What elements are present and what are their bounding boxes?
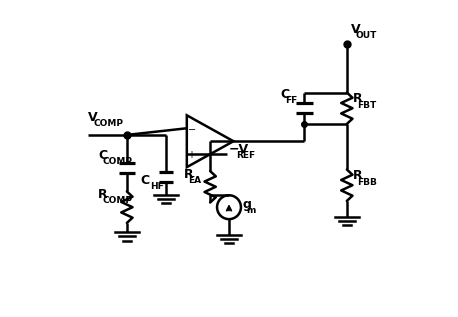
Text: g: g bbox=[243, 197, 251, 210]
Text: C: C bbox=[281, 87, 290, 100]
Text: COMP: COMP bbox=[103, 197, 132, 205]
Text: m: m bbox=[246, 206, 256, 215]
Text: R: R bbox=[184, 168, 193, 181]
Text: −V: −V bbox=[229, 143, 249, 156]
Text: R: R bbox=[353, 169, 363, 182]
Text: FBB: FBB bbox=[358, 178, 377, 187]
Text: COMP: COMP bbox=[103, 157, 132, 166]
Text: V: V bbox=[87, 111, 97, 124]
Text: R: R bbox=[98, 188, 108, 201]
Text: C: C bbox=[98, 149, 107, 162]
Text: HF: HF bbox=[150, 182, 164, 191]
Text: $+$: $+$ bbox=[187, 149, 196, 160]
Text: OUT: OUT bbox=[355, 31, 377, 41]
Text: C: C bbox=[141, 174, 150, 187]
Text: $-$: $-$ bbox=[187, 123, 196, 133]
Text: FF: FF bbox=[285, 96, 297, 105]
Text: V: V bbox=[351, 23, 360, 36]
Text: EA: EA bbox=[188, 176, 201, 185]
Text: REF: REF bbox=[236, 151, 255, 160]
Text: COMP: COMP bbox=[93, 120, 123, 128]
Text: FBT: FBT bbox=[358, 100, 377, 110]
Text: R: R bbox=[353, 92, 363, 105]
